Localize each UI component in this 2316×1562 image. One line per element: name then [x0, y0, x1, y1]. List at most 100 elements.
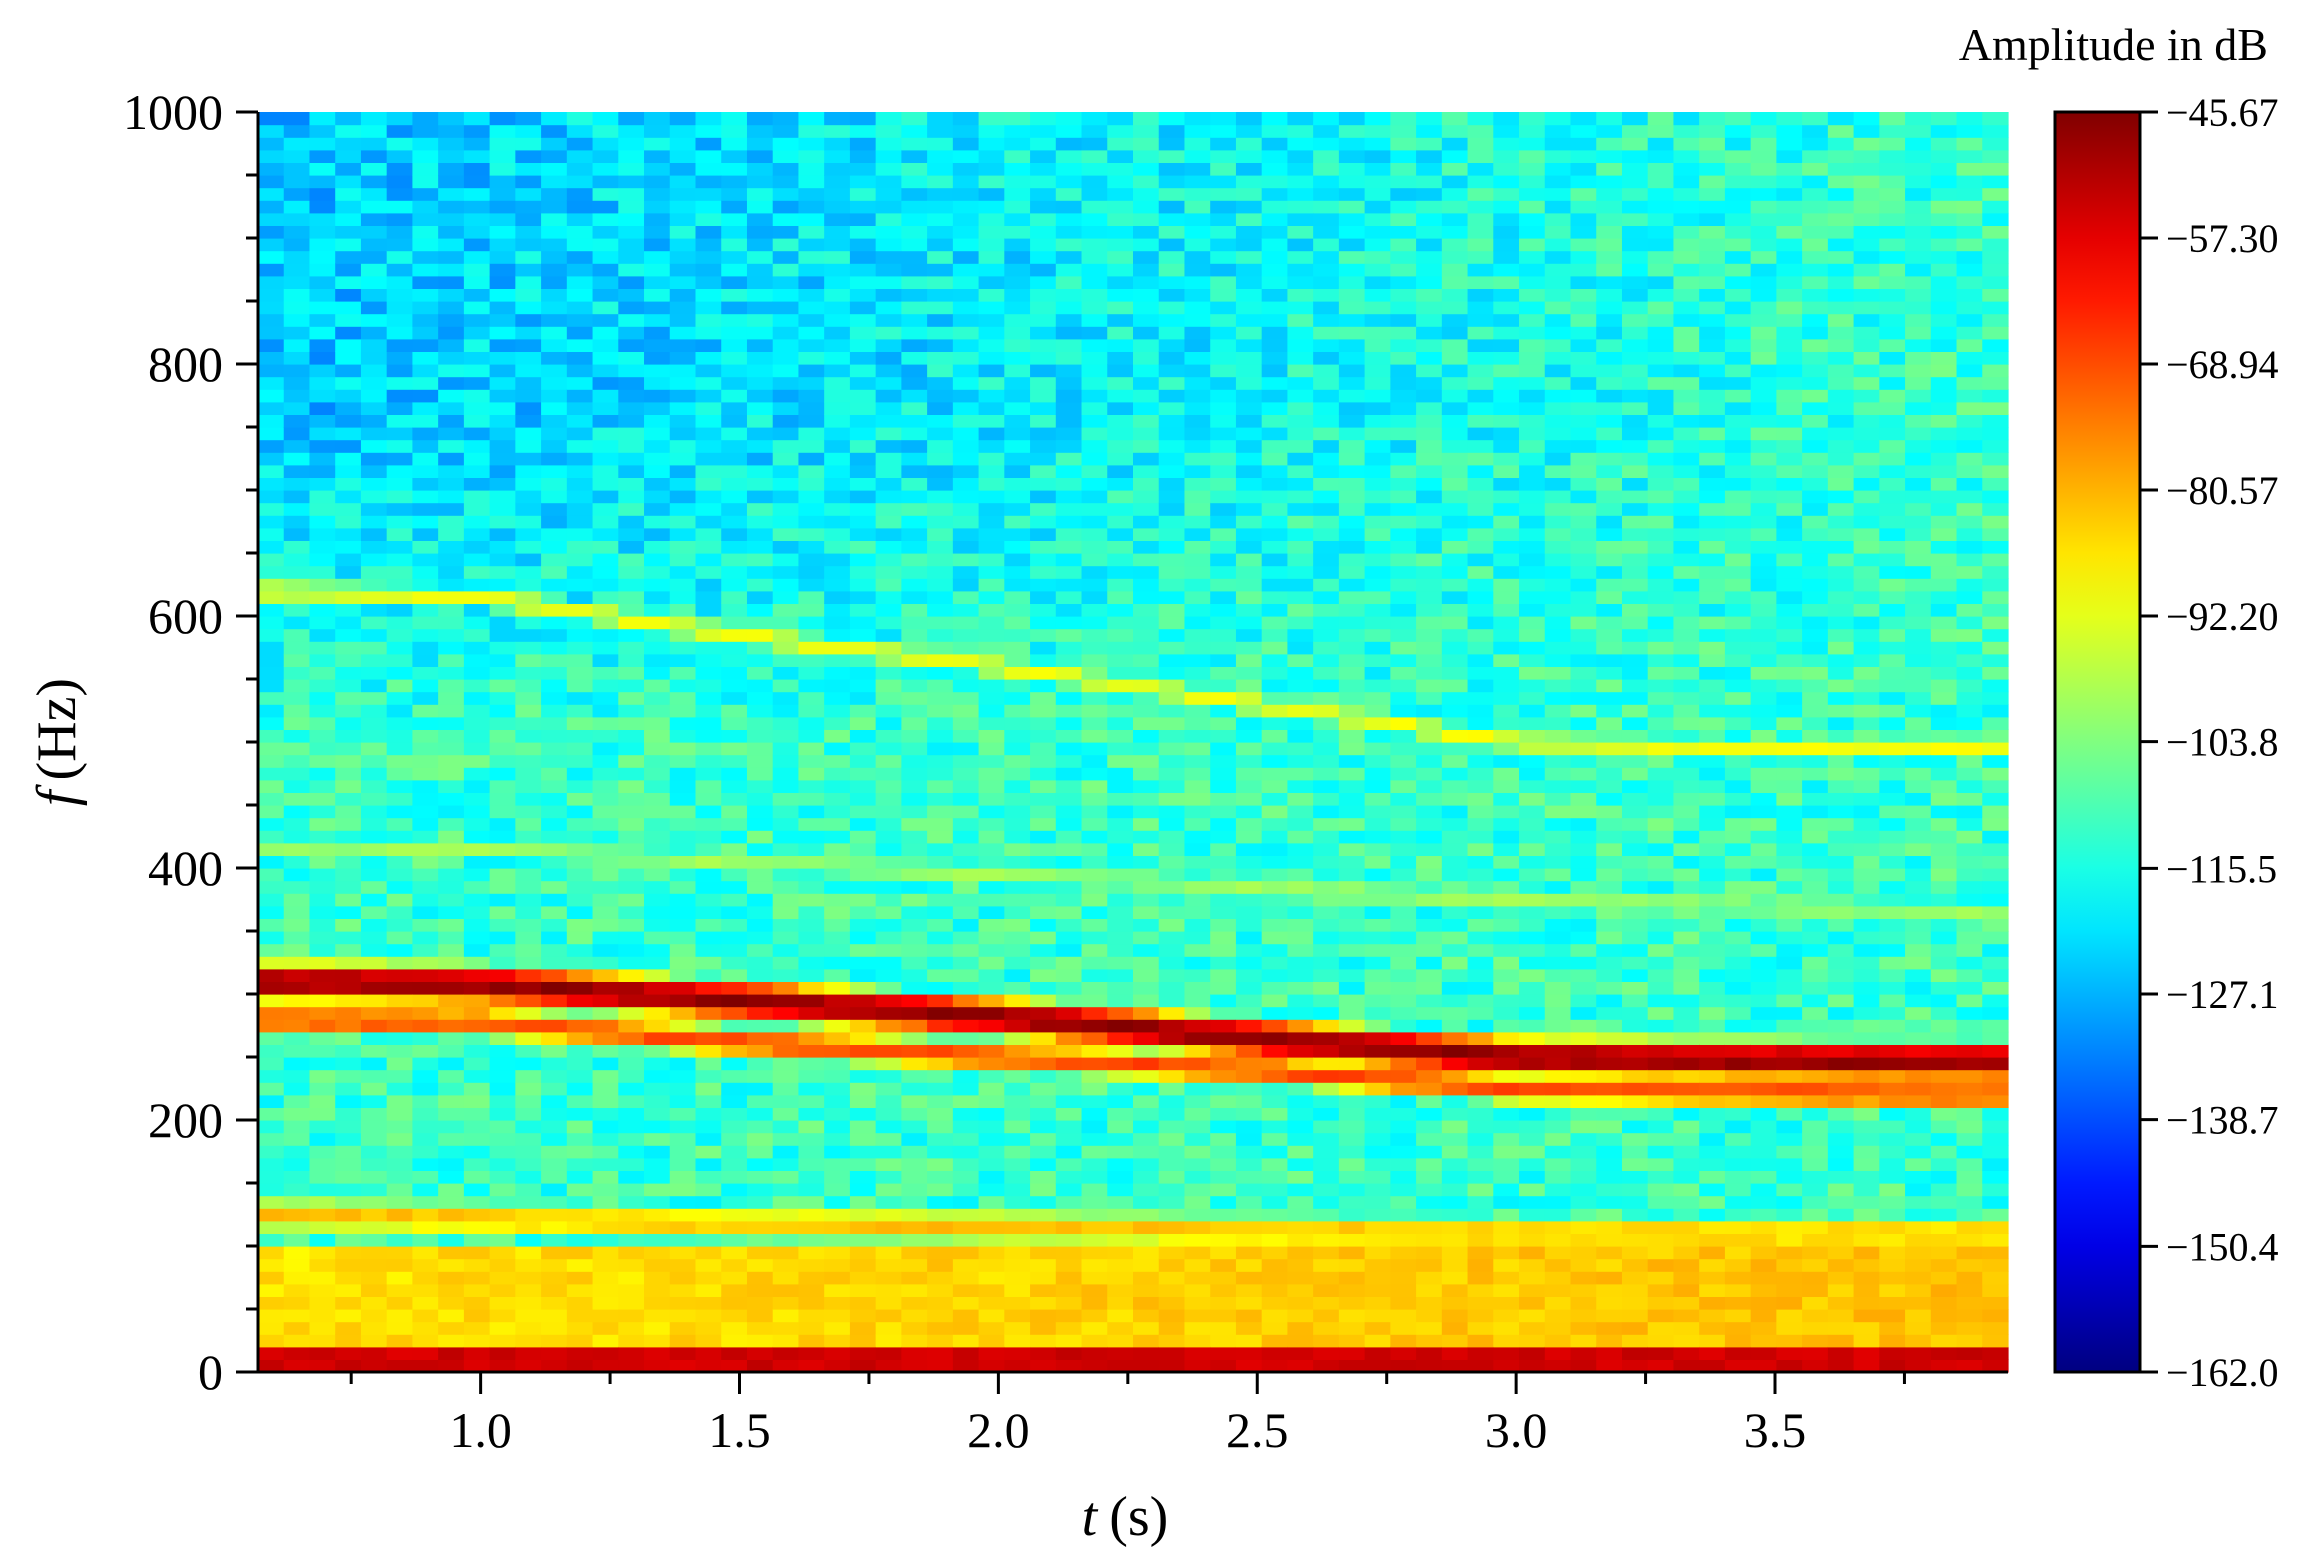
heatmap-cell — [1235, 691, 1263, 705]
heatmap-cell — [1158, 439, 1186, 453]
heatmap-cell — [489, 779, 516, 793]
heatmap-cell — [644, 301, 671, 315]
heatmap-cell — [489, 1195, 516, 1209]
heatmap-cell — [489, 502, 516, 516]
heatmap-cell — [695, 842, 722, 856]
heatmap-cell — [669, 1031, 697, 1045]
heatmap-cell — [746, 401, 774, 415]
heatmap-cell — [1081, 931, 1108, 945]
heatmap-cell — [1261, 817, 1289, 831]
heatmap-cell — [978, 754, 1005, 768]
heatmap-cell — [386, 729, 414, 743]
heatmap-cell — [412, 427, 439, 441]
heatmap-cell — [1287, 1233, 1314, 1247]
heatmap-cell — [438, 767, 465, 781]
heatmap-cell — [746, 301, 774, 315]
heatmap-cell — [566, 515, 594, 529]
heatmap-cell — [258, 1220, 285, 1234]
heatmap-cell — [463, 1069, 491, 1083]
heatmap-cell — [1004, 414, 1031, 428]
heatmap-cell — [1519, 187, 1546, 201]
heatmap-cell — [592, 124, 619, 138]
heatmap-cell — [721, 679, 748, 693]
heatmap-cell — [1004, 1132, 1031, 1146]
heatmap-cell — [1030, 1057, 1057, 1071]
heatmap-cell — [438, 452, 465, 466]
heatmap-cell — [489, 603, 516, 617]
heatmap-cell — [386, 364, 414, 378]
heatmap-cell — [335, 1321, 362, 1335]
heatmap-cell — [335, 288, 362, 302]
heatmap-cell — [1030, 149, 1057, 163]
heatmap-cell — [978, 653, 1005, 667]
heatmap-cell — [644, 427, 671, 441]
heatmap-cell — [1133, 1220, 1160, 1234]
heatmap-cell — [1287, 162, 1314, 176]
heatmap-cell — [1210, 250, 1237, 264]
heatmap-cell — [1184, 401, 1211, 415]
heatmap-cell — [258, 792, 285, 806]
heatmap-cell — [1235, 225, 1263, 239]
heatmap-cell — [1030, 250, 1057, 264]
heatmap-cell — [1467, 792, 1494, 806]
heatmap-cell — [1364, 1120, 1391, 1134]
heatmap-cell — [1235, 439, 1263, 453]
heatmap-cell — [1338, 616, 1366, 630]
heatmap-cell — [283, 364, 311, 378]
heatmap-cell — [721, 868, 748, 882]
heatmap-cell — [541, 779, 568, 793]
heatmap-cell — [927, 1082, 954, 1096]
heatmap-cell — [309, 981, 336, 995]
heatmap-cell — [1107, 515, 1134, 529]
heatmap-cell — [1313, 1019, 1340, 1033]
heatmap-cell — [927, 364, 954, 378]
heatmap-cell — [1416, 666, 1443, 680]
heatmap-cell — [1390, 326, 1417, 340]
heatmap-cell — [644, 137, 671, 151]
heatmap-cell — [927, 956, 954, 970]
heatmap-cell — [592, 389, 619, 403]
heatmap-cell — [1416, 149, 1443, 163]
heatmap-cell — [1210, 779, 1237, 793]
heatmap-cell — [875, 351, 902, 365]
heatmap-cell — [978, 779, 1005, 793]
heatmap-cell — [824, 754, 851, 768]
heatmap-cell — [541, 641, 568, 655]
heatmap-cell — [1030, 124, 1057, 138]
heatmap-cell — [1055, 893, 1083, 907]
heatmap-cell — [746, 112, 774, 126]
heatmap-cell — [1416, 590, 1443, 604]
heatmap-cell — [824, 792, 851, 806]
heatmap-cell — [360, 175, 388, 189]
heatmap-cell — [875, 1044, 902, 1058]
heatmap-cell — [1184, 1258, 1211, 1272]
heatmap-cell — [901, 175, 928, 189]
heatmap-cell — [1338, 931, 1366, 945]
heatmap-cell — [1235, 641, 1263, 655]
heatmap-cell — [1261, 351, 1289, 365]
heatmap-cell — [1210, 1346, 1237, 1360]
heatmap-cell — [772, 1082, 800, 1096]
heatmap-cell — [1158, 351, 1186, 365]
heatmap-cell — [875, 162, 902, 176]
heatmap-cell — [798, 527, 825, 541]
heatmap-cell — [849, 943, 877, 957]
heatmap-cell — [592, 679, 619, 693]
heatmap-cell — [849, 1145, 877, 1159]
heatmap-cell — [798, 616, 825, 630]
heatmap-cell — [1210, 994, 1237, 1008]
heatmap-cell — [721, 1346, 748, 1360]
heatmap-cell — [1441, 175, 1469, 189]
heatmap-cell — [824, 313, 851, 327]
heatmap-cell — [489, 137, 516, 151]
heatmap-cell — [952, 968, 980, 982]
heatmap-cell — [1261, 1145, 1289, 1159]
heatmap-cell — [1493, 1309, 1520, 1323]
heatmap-cell — [1364, 1309, 1391, 1323]
heatmap-cell — [438, 1120, 465, 1134]
heatmap-cell — [1055, 225, 1083, 239]
heatmap-cell — [927, 628, 954, 642]
heatmap-cell — [283, 893, 311, 907]
heatmap-cell — [875, 288, 902, 302]
heatmap-cell — [669, 792, 697, 806]
